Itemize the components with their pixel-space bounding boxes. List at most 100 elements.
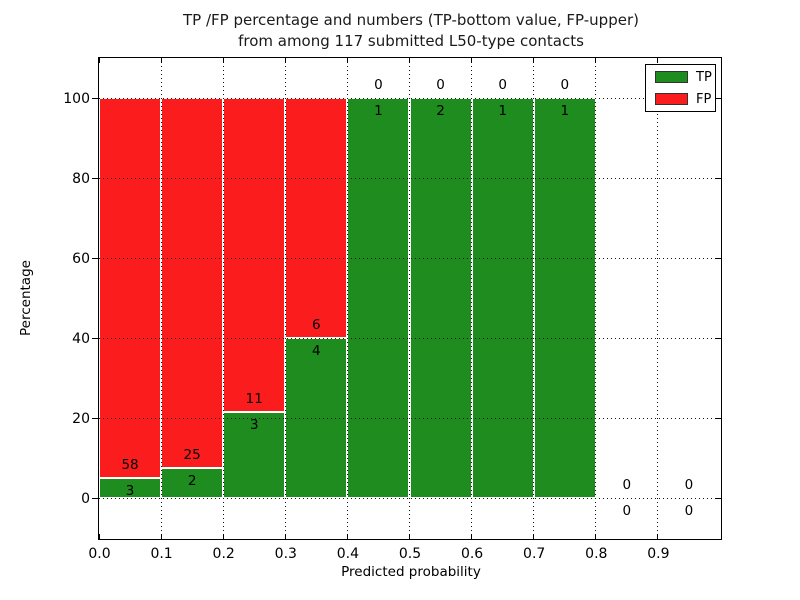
tp-color-swatch xyxy=(655,71,688,83)
fp-count-label: 11 xyxy=(245,391,263,408)
x-tick-bottom xyxy=(595,534,597,539)
y-tick-left xyxy=(92,258,98,259)
gridline-vertical xyxy=(284,58,286,539)
chart-title-line1: TP /FP percentage and numbers (TP-bottom… xyxy=(183,11,639,29)
tp-bar xyxy=(223,412,286,498)
y-tick-label: 0 xyxy=(81,490,90,507)
fp-bar xyxy=(223,98,286,413)
gridline-horizontal xyxy=(99,337,721,339)
y-tick-right xyxy=(715,417,721,419)
x-tick-label: 0.1 xyxy=(150,546,173,562)
tp-count-label: 3 xyxy=(125,483,135,500)
fp-count-label: 6 xyxy=(312,317,321,333)
gridline-vertical xyxy=(657,58,659,539)
tp-count-label: 1 xyxy=(374,103,383,119)
tp-count-label: 0 xyxy=(684,503,694,519)
y-tick-label: 100 xyxy=(63,90,90,107)
tp-bar xyxy=(161,468,224,498)
gridline-vertical xyxy=(533,58,535,539)
x-tick-top xyxy=(160,58,162,63)
x-tick-top xyxy=(409,58,410,63)
legend-item-tp: TP xyxy=(655,67,715,87)
x-tick-top xyxy=(222,58,224,63)
x-tick-top xyxy=(98,58,100,63)
x-tick-bottom xyxy=(222,534,224,539)
y-tick-left xyxy=(92,98,98,99)
fp-bar xyxy=(285,98,348,338)
tp-count-label: 2 xyxy=(187,473,197,490)
y-tick-label: 80 xyxy=(72,170,90,187)
x-tick-bottom xyxy=(533,534,535,539)
gridline-horizontal xyxy=(99,417,721,419)
x-tick-bottom xyxy=(160,534,162,539)
x-tick-label: 0.8 xyxy=(585,546,608,562)
x-tick-top xyxy=(657,58,659,63)
fp-count-label: 0 xyxy=(374,77,383,93)
x-tick-label: 0.0 xyxy=(88,546,111,562)
tp-count-label: 0 xyxy=(622,503,632,519)
fp-color-swatch xyxy=(655,93,688,105)
x-tick-bottom xyxy=(471,534,473,539)
x-tick-bottom xyxy=(284,534,286,539)
tp-count-label: 2 xyxy=(436,103,445,119)
y-tick-label: 20 xyxy=(72,410,90,427)
gridline-vertical xyxy=(471,58,473,539)
y-axis-label: Percentage xyxy=(18,260,34,336)
fp-count-label: 0 xyxy=(436,77,445,93)
fp-count-label: 0 xyxy=(684,477,694,493)
x-tick-label: 0.3 xyxy=(274,546,297,562)
gridline-horizontal xyxy=(99,97,721,99)
x-tick-label: 0.6 xyxy=(460,546,484,562)
y-tick-right xyxy=(715,337,721,339)
tp-count-label: 1 xyxy=(560,103,570,119)
legend-label-fp: FP xyxy=(696,91,712,107)
gridline-horizontal xyxy=(99,257,721,259)
gridline-vertical xyxy=(160,58,162,539)
gridline-vertical xyxy=(346,58,348,539)
fp-count-label: 58 xyxy=(121,457,139,474)
x-tick-label: 0.9 xyxy=(647,546,670,562)
tp-bar xyxy=(409,98,472,498)
legend-item-fp: FP xyxy=(655,89,715,109)
x-tick-label: 0.2 xyxy=(212,546,235,562)
x-tick-top xyxy=(533,58,535,63)
fp-count-label: 0 xyxy=(560,77,570,93)
gridline-vertical xyxy=(595,58,597,539)
x-tick-top xyxy=(284,58,286,63)
tp-count-label: 1 xyxy=(498,103,507,119)
x-axis-label: Predicted probability xyxy=(341,564,481,580)
x-tick-top xyxy=(471,58,473,63)
tp-bar xyxy=(471,98,534,498)
tp-count-label: 4 xyxy=(312,343,321,359)
y-tick-right xyxy=(715,257,721,259)
legend-label-tp: TP xyxy=(696,69,712,85)
x-tick-bottom xyxy=(657,534,659,539)
gridline-vertical xyxy=(222,58,224,539)
fp-count-label: 0 xyxy=(622,477,632,493)
y-tick-left xyxy=(92,498,98,499)
fp-bar xyxy=(99,98,162,479)
fp-bar xyxy=(161,98,224,469)
x-tick-top xyxy=(346,58,348,63)
tp-bar xyxy=(347,98,410,498)
x-tick-label: 0.4 xyxy=(336,546,360,562)
y-tick-left xyxy=(92,338,98,339)
fp-count-label: 25 xyxy=(183,447,201,464)
gridline-horizontal xyxy=(99,177,721,179)
y-tick-left xyxy=(92,418,98,419)
x-tick-label: 0.7 xyxy=(523,546,546,562)
plot-area: 58 3 25 2 11 3 6 4 0 1 0 2 0 1 0 1 0 0 0 0 xyxy=(98,57,722,540)
tp-count-label: 3 xyxy=(249,417,259,434)
x-tick-bottom xyxy=(98,534,100,539)
chart-title-line2: from among 117 submitted L50-type contac… xyxy=(238,32,584,50)
x-tick-top xyxy=(595,58,597,63)
x-tick-label: 0.5 xyxy=(398,546,422,562)
fp-count-label: 0 xyxy=(498,77,507,93)
gridline-horizontal xyxy=(99,497,721,499)
tp-bar xyxy=(99,478,162,498)
y-tick-right xyxy=(715,497,721,499)
y-tick-left xyxy=(92,178,98,179)
y-tick-right xyxy=(715,177,721,179)
y-tick-right xyxy=(715,97,721,99)
